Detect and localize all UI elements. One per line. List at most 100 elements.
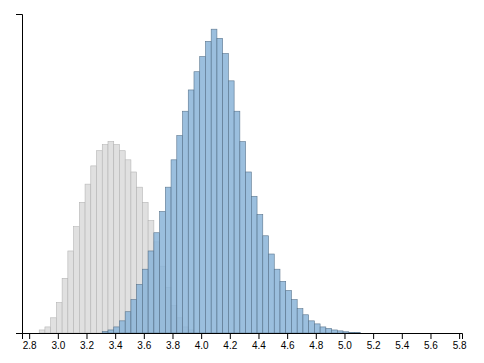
x-tick-mark: [144, 333, 145, 339]
histogram-bar: [125, 160, 131, 333]
x-tick-mark: [287, 333, 288, 339]
histogram-bar: [372, 333, 378, 334]
histogram-bar: [148, 251, 154, 333]
histogram-bar: [45, 327, 51, 333]
histogram-bar: [423, 333, 429, 334]
histogram-bar: [332, 330, 338, 333]
x-tick-label: 3.8: [166, 340, 180, 351]
histogram-bar: [360, 333, 366, 334]
histogram-bar: [200, 57, 206, 333]
x-tick-label: 4.8: [309, 340, 323, 351]
x-tick-label: 4.6: [281, 340, 295, 351]
x-tick-label: 5.6: [424, 340, 438, 351]
y-axis-line: [16, 15, 23, 334]
histogram-bar: [205, 41, 211, 333]
histogram-bar: [148, 221, 154, 333]
x-tick-mark: [115, 333, 116, 339]
x-tick-label: 2.8: [23, 340, 37, 351]
histogram-bar: [131, 172, 137, 333]
x-tick-mark: [430, 333, 431, 339]
histogram-bar: [183, 111, 189, 333]
histogram-bar: [137, 284, 143, 333]
x-tick: 3.6: [137, 333, 151, 351]
x-tick-mark: [86, 333, 87, 339]
histogram-bar: [28, 333, 34, 334]
histogram-bar: [79, 202, 85, 333]
x-tick-label: 4.2: [223, 340, 237, 351]
histogram-bar: [355, 332, 361, 333]
histogram-bar: [366, 333, 372, 334]
histogram-bar: [131, 300, 137, 333]
histogram-bar: [74, 333, 80, 334]
histogram-bar: [303, 315, 309, 333]
histogram-bar: [246, 172, 252, 333]
histogram-bar: [223, 53, 229, 333]
x-tick: 5.4: [395, 333, 409, 351]
histogram-bar: [177, 136, 183, 333]
histogram-bar: [320, 327, 326, 333]
series-1: [102, 29, 360, 333]
x-tick: 2.8: [23, 333, 37, 351]
chart: 2.83.03.23.43.63.84.04.24.44.64.85.05.25…: [0, 0, 484, 363]
x-tick-label: 5.0: [338, 340, 352, 351]
histogram-bar: [400, 333, 406, 334]
x-tick: 4.2: [223, 333, 237, 351]
histogram-bar: [56, 333, 62, 334]
x-tick-mark: [29, 333, 30, 339]
x-axis-line: [23, 334, 463, 340]
histogram-bar: [62, 333, 68, 334]
x-tick: 4.4: [252, 333, 266, 351]
histogram-bar: [68, 251, 74, 333]
histogram-bar: [85, 184, 91, 333]
histogram-bar: [114, 145, 120, 333]
x-tick-mark: [58, 333, 59, 339]
x-tick-label: 5.8: [453, 340, 467, 351]
x-tick: 3.2: [80, 333, 94, 351]
histogram-bar: [33, 333, 39, 334]
x-tick: 5.0: [338, 333, 352, 351]
histogram-bar: [280, 281, 286, 333]
histogram-bar: [349, 332, 355, 333]
histogram-bar: [418, 333, 424, 334]
histogram-bar: [154, 233, 160, 333]
histogram-bar: [91, 333, 97, 334]
x-tick-mark: [258, 333, 259, 339]
plot: 2.83.03.23.43.63.84.04.24.44.64.85.05.25…: [16, 15, 467, 352]
histogram-bar: [28, 333, 34, 334]
histogram-bar: [326, 328, 332, 333]
histogram-bar: [165, 187, 171, 333]
histogram-bar: [114, 327, 120, 333]
histogram-bar: [412, 333, 418, 334]
x-tick-label: 4.4: [252, 340, 266, 351]
histogram-bar: [291, 300, 297, 333]
histogram-bar: [79, 333, 85, 334]
x-axis: 2.83.03.23.43.63.84.04.24.44.64.85.05.25…: [23, 333, 468, 351]
x-tick-mark: [373, 333, 374, 339]
x-tick: 5.8: [453, 333, 467, 351]
histogram-bar: [142, 269, 148, 333]
histogram-bar: [251, 196, 257, 333]
histogram-bar: [102, 145, 108, 333]
histogram-bar: [286, 290, 292, 333]
histogram-bar: [389, 333, 395, 334]
histogram-bar: [119, 321, 125, 333]
y-axis: [16, 15, 23, 334]
histogram-bar: [343, 332, 349, 333]
histogram-bar: [309, 321, 315, 333]
x-tick-mark: [201, 333, 202, 339]
histogram-bar: [395, 333, 401, 334]
x-tick-label: 4.0: [195, 340, 209, 351]
histogram-bar: [263, 236, 269, 333]
histogram-bar: [274, 269, 280, 333]
x-tick-label: 3.6: [137, 340, 151, 351]
histogram-bar: [137, 187, 143, 333]
histogram-bar: [91, 166, 97, 333]
x-tick: 4.0: [195, 333, 209, 351]
histogram-bar: [160, 211, 166, 333]
x-tick-mark: [316, 333, 317, 339]
histogram-bar: [33, 333, 39, 334]
histogram-bar: [314, 324, 320, 333]
histogram-bar: [39, 333, 45, 334]
histogram-bar: [337, 331, 343, 333]
x-tick-label: 3.4: [109, 340, 123, 351]
